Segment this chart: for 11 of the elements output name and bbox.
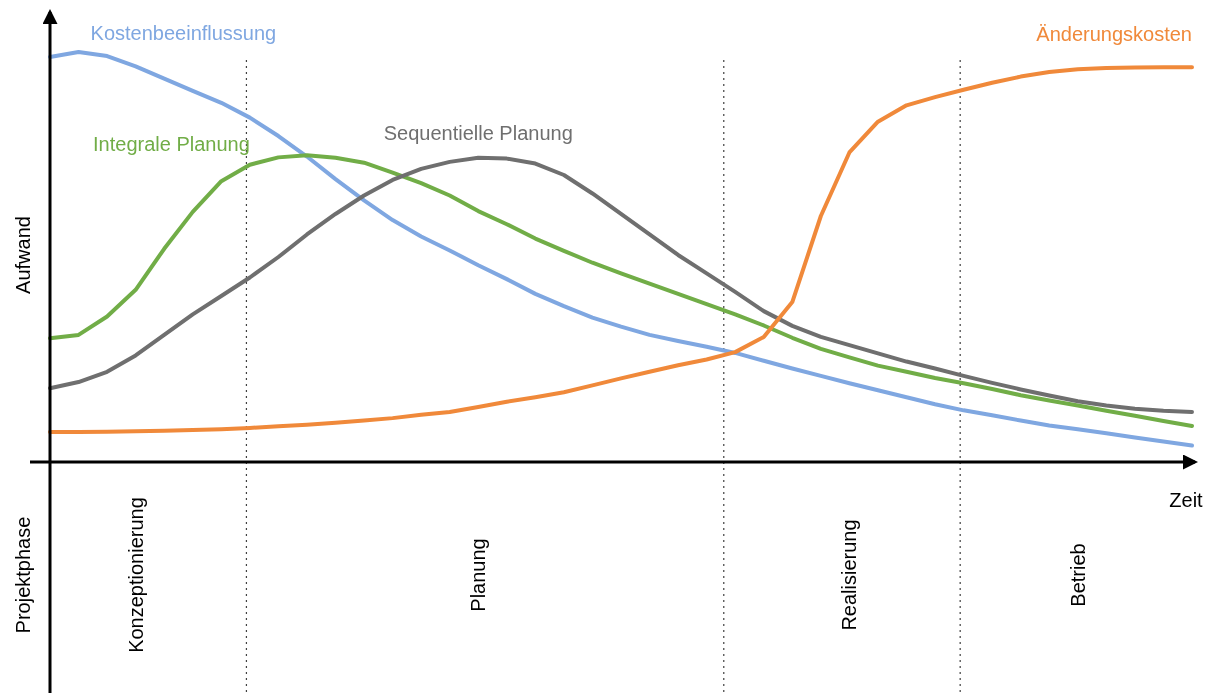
text: Projektphase — [12, 516, 34, 634]
series-label: Sequentielle Planung — [383, 121, 573, 144]
y-axis-title: Aufwand — [12, 216, 34, 294]
series-label: Kostenbeeinflussung — [90, 22, 277, 44]
x-tick-label: Konzeptionierung — [124, 497, 147, 653]
x-axis-title: Zeit — [1169, 489, 1204, 511]
series-label: Änderungskosten — [1036, 23, 1192, 46]
x-tick-label: Betrieb — [1066, 543, 1089, 607]
x-tick-label: Realisierung — [838, 519, 861, 631]
x-tick-label: Planung — [467, 538, 490, 612]
series-label: Integrale Planung — [93, 132, 250, 155]
